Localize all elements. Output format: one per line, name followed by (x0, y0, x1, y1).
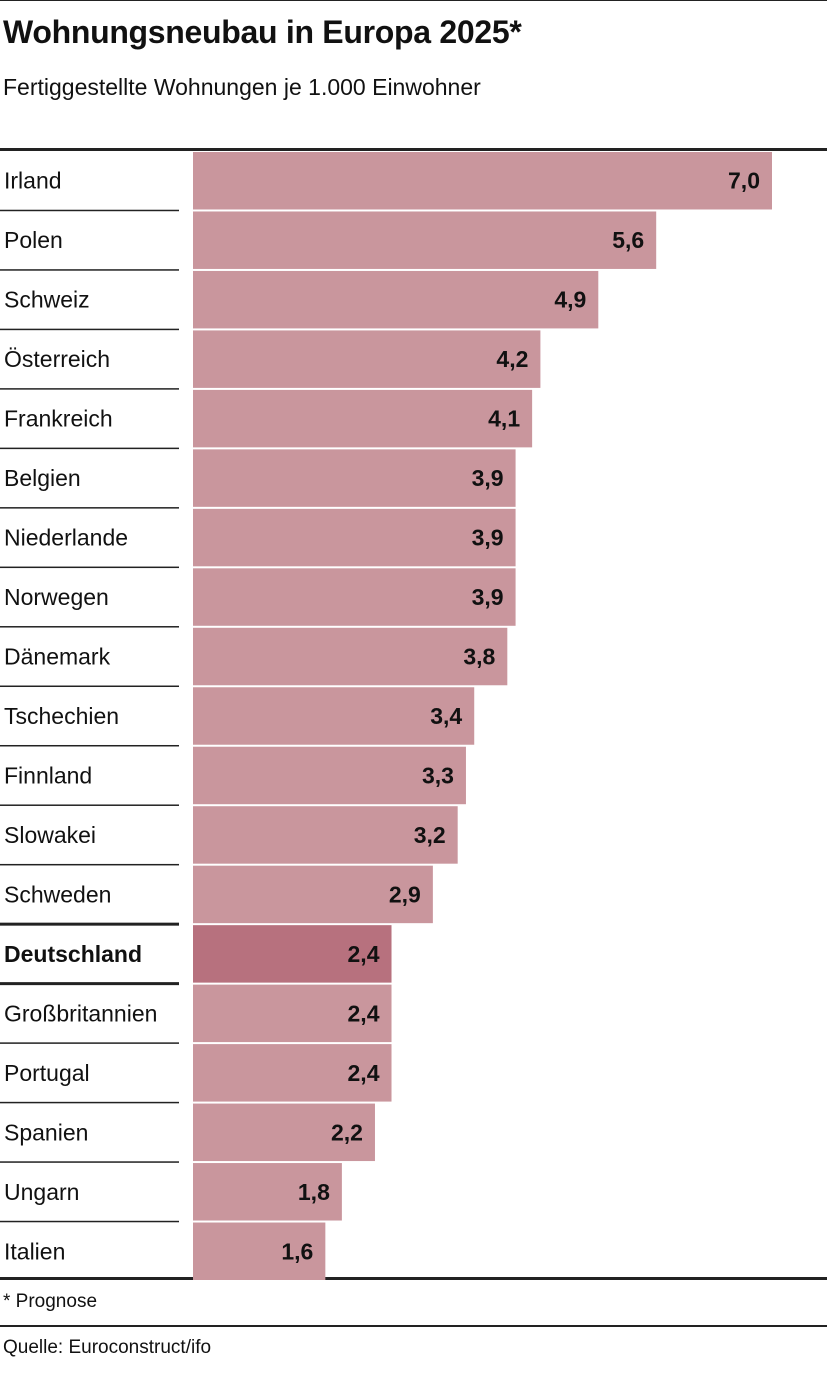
bar-3 (193, 330, 541, 388)
bar-15 (193, 1044, 392, 1102)
bar-14 (193, 984, 392, 1043)
category-label: Schweden (4, 881, 111, 907)
value-label: 5,6 (612, 227, 644, 253)
category-label: Norwegen (4, 584, 109, 610)
bar-18 (193, 1222, 326, 1280)
row-separator (0, 328, 179, 331)
row-separator (0, 447, 179, 450)
row-separator (0, 982, 179, 986)
category-label: Portugal (4, 1060, 90, 1086)
bar-0 (193, 152, 772, 210)
category-label: Spanien (4, 1119, 88, 1145)
bar-9 (193, 687, 475, 745)
row-separator (0, 507, 179, 509)
category-label: Finnland (4, 762, 92, 788)
value-label: 4,9 (554, 287, 586, 313)
row-separator (0, 685, 179, 688)
value-label: 3,8 (463, 644, 495, 670)
row-separator (0, 804, 179, 806)
category-label: Tschechien (4, 703, 119, 729)
chart-subtitle: Fertiggestellte Wohnungen je 1.000 Einwo… (3, 74, 481, 100)
value-label: 3,9 (472, 525, 504, 551)
value-label: 1,6 (281, 1238, 313, 1264)
top-rule (0, 0, 827, 1)
category-label: Italien (4, 1238, 65, 1264)
bar-17 (193, 1163, 342, 1221)
value-label: 3,9 (472, 465, 504, 491)
value-label: 7,0 (728, 168, 760, 194)
row-separator (0, 744, 179, 747)
chart-title: Wohnungsneubau in Europa 2025* (3, 14, 522, 50)
bar-chart-svg: Irland 7,0 Polen 5,6 Schweiz 4,9 Österreich 4,2… (0, 148, 827, 1280)
category-label: Schweiz (4, 287, 90, 313)
category-label: Niederlande (4, 525, 128, 551)
value-label: 4,1 (488, 406, 520, 432)
row-separator (0, 209, 179, 212)
row-separator (0, 922, 179, 926)
category-label: Großbritannien (4, 1000, 157, 1026)
value-label: 3,2 (414, 822, 446, 848)
value-label: 2,4 (348, 941, 380, 967)
bar-12 (193, 865, 433, 924)
category-label: Slowakei (4, 822, 96, 848)
bar-1 (193, 211, 657, 269)
value-label: 3,9 (472, 584, 504, 610)
footer-rule (0, 1325, 827, 1327)
value-label: 3,3 (422, 762, 454, 788)
category-label: Deutschland (4, 941, 142, 967)
row-separator (0, 269, 179, 271)
value-label: 1,8 (298, 1179, 330, 1205)
row-separator (0, 1042, 179, 1044)
row-separator (0, 566, 179, 569)
bar-10 (193, 746, 466, 805)
category-label: Polen (4, 227, 63, 253)
chart-bottom-rule (0, 1277, 827, 1280)
row-separator (0, 388, 179, 390)
bar-13 (193, 925, 392, 983)
category-label: Frankreich (4, 406, 113, 432)
row-separator (0, 626, 179, 628)
source-note: Quelle: Euroconstruct/ifo (3, 1337, 212, 1358)
value-label: 2,9 (389, 881, 421, 907)
row-separator (0, 1220, 179, 1223)
value-label: 3,4 (430, 703, 462, 729)
bar-5 (193, 449, 516, 507)
bar-8 (193, 627, 508, 686)
value-label: 2,2 (331, 1119, 363, 1145)
row-separator (0, 863, 179, 866)
bar-6 (193, 508, 516, 567)
category-label: Österreich (4, 346, 110, 372)
bar-2 (193, 270, 599, 329)
row-separator (0, 1161, 179, 1163)
category-label: Dänemark (4, 644, 111, 670)
bar-16 (193, 1103, 375, 1162)
bar-4 (193, 389, 533, 448)
category-label: Belgien (4, 465, 81, 491)
value-label: 2,4 (348, 1000, 380, 1026)
value-label: 4,2 (496, 346, 528, 372)
bar-chart: Irland 7,0 Polen 5,6 Schweiz 4,9 Österreich 4,2… (0, 148, 827, 1280)
bar-11 (193, 806, 458, 864)
bar-7 (193, 568, 516, 626)
row-separator (0, 1101, 179, 1104)
footnote: * Prognose (3, 1291, 98, 1312)
category-label: Ungarn (4, 1179, 79, 1205)
value-label: 2,4 (348, 1060, 380, 1086)
category-label: Irland (4, 168, 62, 194)
chart-top-rule (0, 148, 827, 151)
